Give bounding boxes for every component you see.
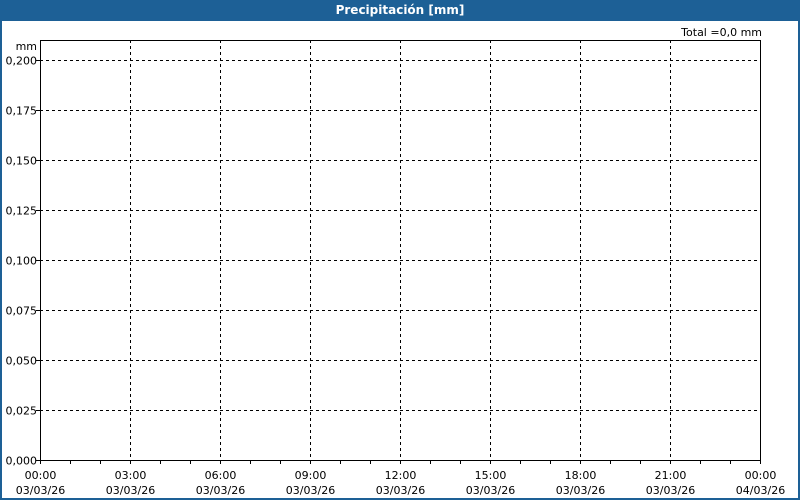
y-tick-label: 0,150	[6, 155, 38, 168]
x-tick-date-label: 03/03/26	[16, 484, 65, 497]
x-tick-time-label: 03:00	[115, 469, 147, 482]
x-tick-date-label: 03/03/26	[646, 484, 695, 497]
x-tick-date-label: 03/03/26	[556, 484, 605, 497]
plot-frame	[40, 40, 761, 461]
x-tick-time-label: 12:00	[385, 469, 417, 482]
y-tick-label: 0,025	[6, 405, 38, 418]
y-tick-label: 0,000	[6, 455, 38, 468]
x-tick-date-label: 03/03/26	[466, 484, 515, 497]
x-tick-date-label: 03/03/26	[376, 484, 425, 497]
x-tick-time-label: 18:00	[565, 469, 597, 482]
x-tick-date-label: 03/03/26	[106, 484, 155, 497]
x-tick-time-label: 21:00	[655, 469, 687, 482]
x-tick-time-label: 06:00	[205, 469, 237, 482]
y-tick-label: 0,200	[6, 55, 38, 68]
y-axis-label: mm	[16, 40, 37, 53]
x-tick-time-label: 00:00	[745, 469, 777, 482]
x-tick-date-label: 03/03/26	[196, 484, 245, 497]
x-tick-date-label: 03/03/26	[286, 484, 335, 497]
y-tick-label: 0,125	[6, 205, 38, 218]
x-tick-time-label: 09:00	[295, 469, 327, 482]
y-tick-label: 0,175	[6, 105, 38, 118]
x-tick-time-label: 00:00	[25, 469, 57, 482]
y-tick-label: 0,100	[6, 255, 38, 268]
x-tick-date-label: 04/03/26	[736, 484, 785, 497]
total-annotation: Total =0,0 mm	[680, 26, 762, 39]
x-tick-time-label: 15:00	[475, 469, 507, 482]
y-tick-label: 0,075	[6, 305, 38, 318]
chart-title: Precipitación [mm]	[335, 3, 465, 17]
y-tick-label: 0,050	[6, 355, 38, 368]
